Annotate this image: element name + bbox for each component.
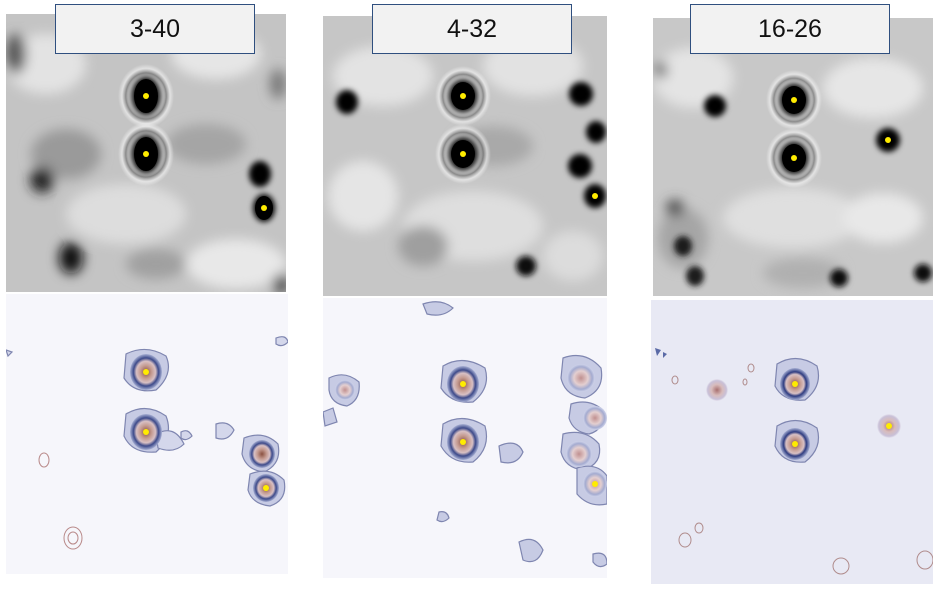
panel-label-text: 16-26 [758, 14, 822, 43]
marker-dot [886, 423, 892, 429]
marker-dot [143, 369, 149, 375]
marker-dot [791, 97, 797, 103]
contour-panel-3-40 [6, 294, 288, 574]
marker-dot [263, 485, 269, 491]
contour-map-16-26 [651, 300, 933, 584]
grayscale-map-3-40 [6, 14, 286, 292]
grayscale-map-4-32 [323, 16, 607, 296]
marker-dot [792, 441, 798, 447]
panel-label-3: 16-26 [690, 4, 890, 54]
marker-dot [143, 429, 149, 435]
panel-label-text: 3-40 [129, 14, 181, 43]
marker-dot [261, 205, 267, 211]
marker-dot [460, 93, 466, 99]
marker-dot [460, 439, 466, 445]
image-panel-3-40 [6, 14, 286, 292]
marker-dot [143, 93, 149, 99]
marker-dot [592, 193, 598, 199]
contour-map-4-32 [323, 298, 607, 578]
contour-panel-16-26 [651, 300, 933, 584]
marker-dot [460, 151, 466, 157]
marker-dot [791, 155, 797, 161]
marker-dot [460, 381, 466, 387]
contour-panel-4-32 [323, 298, 607, 578]
marker-dot [143, 151, 149, 157]
image-panel-16-26 [653, 18, 933, 296]
marker-dot [885, 137, 891, 143]
contour-map-3-40 [6, 294, 288, 574]
marker-dot [592, 481, 598, 487]
panel-label-text: 4-32 [446, 14, 498, 43]
marker-dot [792, 381, 798, 387]
image-panel-4-32 [323, 16, 607, 296]
panel-label-2: 4-32 [372, 4, 572, 54]
grayscale-map-16-26 [653, 18, 933, 296]
panel-label-1: 3-40 [55, 4, 255, 54]
